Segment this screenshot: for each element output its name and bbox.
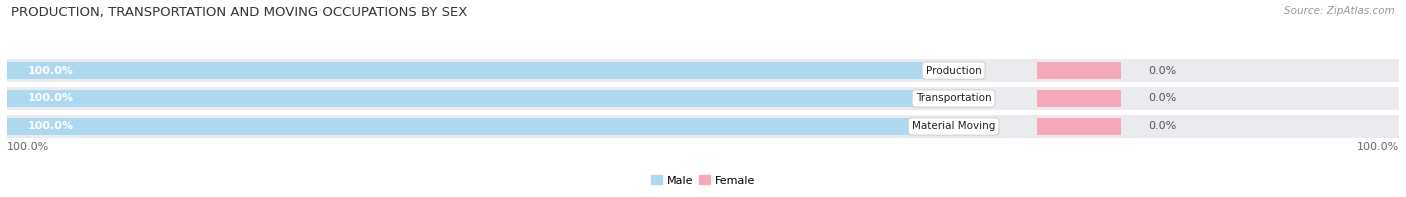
- Text: Material Moving: Material Moving: [912, 122, 995, 131]
- Bar: [1038, 118, 1121, 135]
- Text: Transportation: Transportation: [915, 94, 991, 103]
- Text: Production: Production: [925, 66, 981, 75]
- Bar: [7, 87, 1399, 110]
- Bar: [7, 118, 953, 135]
- Bar: [7, 59, 1399, 82]
- Text: 100.0%: 100.0%: [28, 122, 75, 131]
- Text: 100.0%: 100.0%: [28, 94, 75, 103]
- Text: 100.0%: 100.0%: [28, 66, 75, 75]
- Legend: Male, Female: Male, Female: [647, 171, 759, 190]
- Bar: [1038, 62, 1121, 79]
- Text: PRODUCTION, TRANSPORTATION AND MOVING OCCUPATIONS BY SEX: PRODUCTION, TRANSPORTATION AND MOVING OC…: [11, 6, 468, 19]
- Bar: [7, 90, 953, 107]
- Text: 0.0%: 0.0%: [1149, 122, 1177, 131]
- Text: 100.0%: 100.0%: [1357, 142, 1399, 151]
- Bar: [7, 115, 1399, 138]
- Bar: [7, 62, 953, 79]
- Text: 100.0%: 100.0%: [7, 142, 49, 151]
- Text: Source: ZipAtlas.com: Source: ZipAtlas.com: [1284, 6, 1395, 16]
- Text: 0.0%: 0.0%: [1149, 94, 1177, 103]
- Bar: [1038, 90, 1121, 107]
- Text: 0.0%: 0.0%: [1149, 66, 1177, 75]
